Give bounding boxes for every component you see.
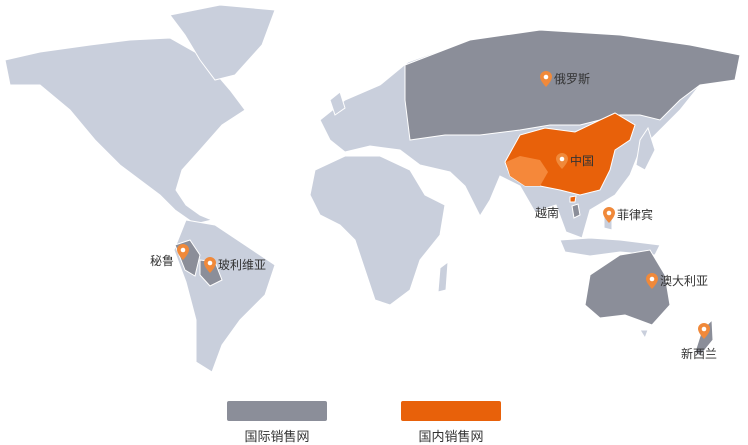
tasmania	[639, 329, 649, 340]
madagascar	[437, 260, 449, 293]
russia-region	[404, 29, 741, 141]
marker-label: 澳大利亚	[660, 274, 709, 288]
marker-label-vietnam: 越南	[535, 206, 560, 220]
map-pin-icon	[556, 152, 568, 169]
japan	[635, 126, 656, 171]
legend-label-domestic: 国内销售网	[418, 430, 484, 445]
map-pin-icon	[204, 256, 216, 273]
marker-bolivia[interactable]: 玻利维亚	[204, 256, 266, 273]
africa	[309, 155, 446, 306]
map-pin-icon	[540, 70, 552, 87]
tibet-region	[506, 156, 548, 186]
map-pin-icon	[603, 206, 615, 223]
legend-label-international: 国际销售网	[244, 430, 310, 445]
hainan	[569, 195, 577, 203]
marker-label: 中国	[570, 154, 595, 168]
indonesia	[559, 237, 661, 257]
marker-china[interactable]: 中国	[556, 152, 594, 169]
north-america	[4, 37, 246, 225]
marker-australia[interactable]: 澳大利亚	[646, 272, 708, 289]
map-pin-icon[interactable]	[177, 244, 189, 260]
marker-russia[interactable]: 俄罗斯	[540, 70, 590, 87]
marker-label: 玻利维亚	[218, 258, 267, 272]
greenland	[169, 4, 276, 81]
australia-region	[584, 249, 671, 326]
marker-label-new-zealand: 新西兰	[681, 347, 718, 361]
legend-swatch-international	[227, 401, 327, 421]
marker-philippines[interactable]: 菲律宾	[603, 206, 653, 223]
marker-label: 俄罗斯	[554, 72, 591, 86]
legend-swatch-domestic	[401, 401, 501, 421]
map-pin-icon[interactable]	[698, 323, 710, 339]
uk	[329, 91, 346, 116]
vietnam-region	[571, 203, 581, 219]
marker-label: 菲律宾	[617, 208, 654, 222]
map-pin-icon	[646, 272, 658, 289]
marker-label-peru: 秘鲁	[150, 254, 175, 268]
